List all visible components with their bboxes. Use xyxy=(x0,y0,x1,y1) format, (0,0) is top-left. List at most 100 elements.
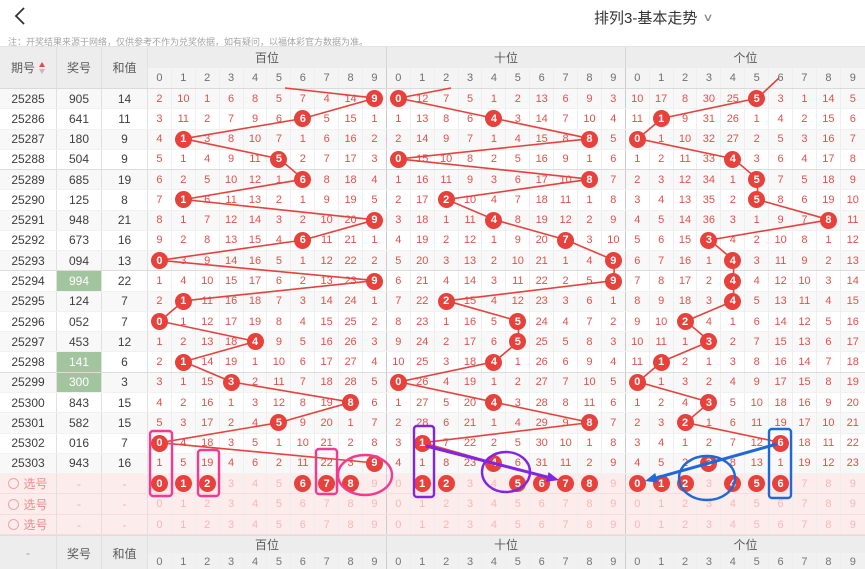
pick-cell[interactable]: 6 xyxy=(769,494,794,514)
pick-cell[interactable]: 2 xyxy=(674,474,698,494)
pick-cell[interactable]: 8 xyxy=(339,494,364,514)
pick-cell[interactable]: 4 xyxy=(244,514,268,535)
pick-cell[interactable]: 3 xyxy=(697,514,722,535)
pick-cell[interactable]: 0 xyxy=(626,514,650,535)
pick-cell[interactable]: 3 xyxy=(220,514,244,535)
pick-cell[interactable]: 6 xyxy=(530,494,555,514)
pick-cell[interactable]: 0 xyxy=(148,494,172,514)
pick-cell[interactable]: 0 xyxy=(387,514,411,535)
pick-cell[interactable]: 1 xyxy=(172,474,196,494)
pick-cell[interactable]: 6 xyxy=(291,494,316,514)
pick-cell[interactable]: 4 xyxy=(721,494,746,514)
pick-cell[interactable]: 5 xyxy=(506,514,531,535)
pick-cell[interactable]: 6 xyxy=(530,514,555,535)
pick-cell[interactable]: 0 xyxy=(148,514,172,535)
pick-cell[interactable]: 4 xyxy=(721,514,746,535)
back-icon[interactable] xyxy=(10,5,32,27)
pick-cell[interactable]: 9 xyxy=(602,514,626,535)
pick-cell[interactable]: 2 xyxy=(196,474,220,494)
pick-cell[interactable]: 8 xyxy=(339,514,364,535)
page-title-dropdown[interactable]: 排列3-基本走势 ∨ xyxy=(594,7,714,28)
pick-cell[interactable]: 8 xyxy=(817,474,841,494)
pick-cell[interactable]: 1 xyxy=(650,494,674,514)
pick-cell[interactable]: 0 xyxy=(148,474,172,494)
radio-icon[interactable] xyxy=(8,498,20,510)
pick-cell[interactable]: 8 xyxy=(817,514,841,535)
pick-cell[interactable]: 5 xyxy=(267,494,292,514)
pick-cell[interactable]: 6 xyxy=(291,514,316,535)
pick-cell[interactable]: 2 xyxy=(674,494,698,514)
pick-cell[interactable]: 3 xyxy=(220,494,244,514)
pick-cell[interactable]: 9 xyxy=(602,494,626,514)
pick-cell[interactable]: 7 xyxy=(793,494,817,514)
pick-cell[interactable]: 7 xyxy=(793,474,817,494)
pick-cell[interactable]: 5 xyxy=(506,474,531,494)
pick-cell[interactable]: 7 xyxy=(554,514,579,535)
pick-cell[interactable]: 2 xyxy=(435,494,459,514)
radio-icon[interactable] xyxy=(8,519,20,531)
pick-cell[interactable]: 3 xyxy=(459,494,483,514)
pick-cell[interactable]: 5 xyxy=(745,474,770,494)
pick-cell[interactable]: 6 xyxy=(291,474,316,494)
pick-cell[interactable]: 8 xyxy=(578,494,602,514)
pick-cell[interactable]: 8 xyxy=(817,494,841,514)
pick-cell[interactable]: 4 xyxy=(482,514,507,535)
pick-cell[interactable]: 5 xyxy=(745,514,770,535)
pick-cell[interactable]: 7 xyxy=(554,494,579,514)
pick-cell[interactable]: 9 xyxy=(363,514,387,535)
issue-column-header[interactable]: 期号 xyxy=(0,47,57,88)
pick-cell[interactable]: 9 xyxy=(363,494,387,514)
pick-label-cell[interactable]: 选号 xyxy=(0,514,57,535)
pick-cell[interactable]: 6 xyxy=(530,474,555,494)
pick-cell[interactable]: 2 xyxy=(435,474,459,494)
pick-cell[interactable]: 1 xyxy=(411,474,435,494)
pick-cell[interactable]: 0 xyxy=(626,474,650,494)
pick-cell[interactable]: 7 xyxy=(793,514,817,535)
pick-cell[interactable]: 1 xyxy=(650,514,674,535)
pick-cell[interactable]: 9 xyxy=(849,518,856,531)
pick-cell[interactable]: 9 xyxy=(849,477,856,490)
pick-cell[interactable]: 0 xyxy=(387,474,411,494)
pick-cell[interactable]: 6 xyxy=(769,474,794,494)
pick-cell[interactable]: 2 xyxy=(196,514,220,535)
pick-cell[interactable]: 4 xyxy=(482,494,507,514)
pick-cell[interactable]: 9 xyxy=(849,498,856,511)
pick-cell[interactable]: 1 xyxy=(411,494,435,514)
pick-cell[interactable]: 4 xyxy=(244,494,268,514)
pick-cell[interactable]: 7 xyxy=(554,474,579,494)
pick-cell[interactable]: 3 xyxy=(459,514,483,535)
pick-cell[interactable]: 3 xyxy=(697,474,722,494)
pick-label-cell[interactable]: 选号 xyxy=(0,474,57,494)
radio-icon[interactable] xyxy=(8,478,20,490)
pick-label-cell[interactable]: 选号 xyxy=(0,494,57,514)
pick-cell[interactable]: 2 xyxy=(196,494,220,514)
pick-cell[interactable]: 3 xyxy=(459,474,483,494)
pick-cell[interactable]: 1 xyxy=(650,474,674,494)
pick-cell[interactable]: 1 xyxy=(172,494,196,514)
pick-cell[interactable]: 2 xyxy=(674,514,698,535)
pick-cell[interactable]: 3 xyxy=(697,494,722,514)
pick-cell[interactable]: 7 xyxy=(315,474,340,494)
pick-cell[interactable]: 4 xyxy=(244,474,268,494)
pick-cell[interactable]: 9 xyxy=(363,474,387,494)
pick-cell[interactable]: 4 xyxy=(482,474,507,494)
pick-cell[interactable]: 5 xyxy=(267,474,292,494)
pick-cell[interactable]: 5 xyxy=(267,514,292,535)
pick-cell[interactable]: 0 xyxy=(626,494,650,514)
pick-cell[interactable]: 1 xyxy=(411,514,435,535)
pick-cell[interactable]: 6 xyxy=(769,514,794,535)
pick-cell[interactable]: 9 xyxy=(602,474,626,494)
pick-cell[interactable]: 8 xyxy=(339,474,364,494)
pick-cell[interactable]: 8 xyxy=(578,514,602,535)
pick-cell[interactable]: 1 xyxy=(172,514,196,535)
pick-cell[interactable]: 7 xyxy=(315,494,340,514)
pick-cell[interactable]: 5 xyxy=(506,494,531,514)
pick-cell[interactable]: 2 xyxy=(435,514,459,535)
pick-cell[interactable]: 0 xyxy=(387,494,411,514)
pick-cell[interactable]: 3 xyxy=(220,474,244,494)
sort-icon[interactable] xyxy=(39,61,45,74)
pick-cell[interactable]: 7 xyxy=(315,514,340,535)
pick-cell[interactable]: 8 xyxy=(578,474,602,494)
pick-cell[interactable]: 4 xyxy=(721,474,746,494)
pick-cell[interactable]: 5 xyxy=(745,494,770,514)
